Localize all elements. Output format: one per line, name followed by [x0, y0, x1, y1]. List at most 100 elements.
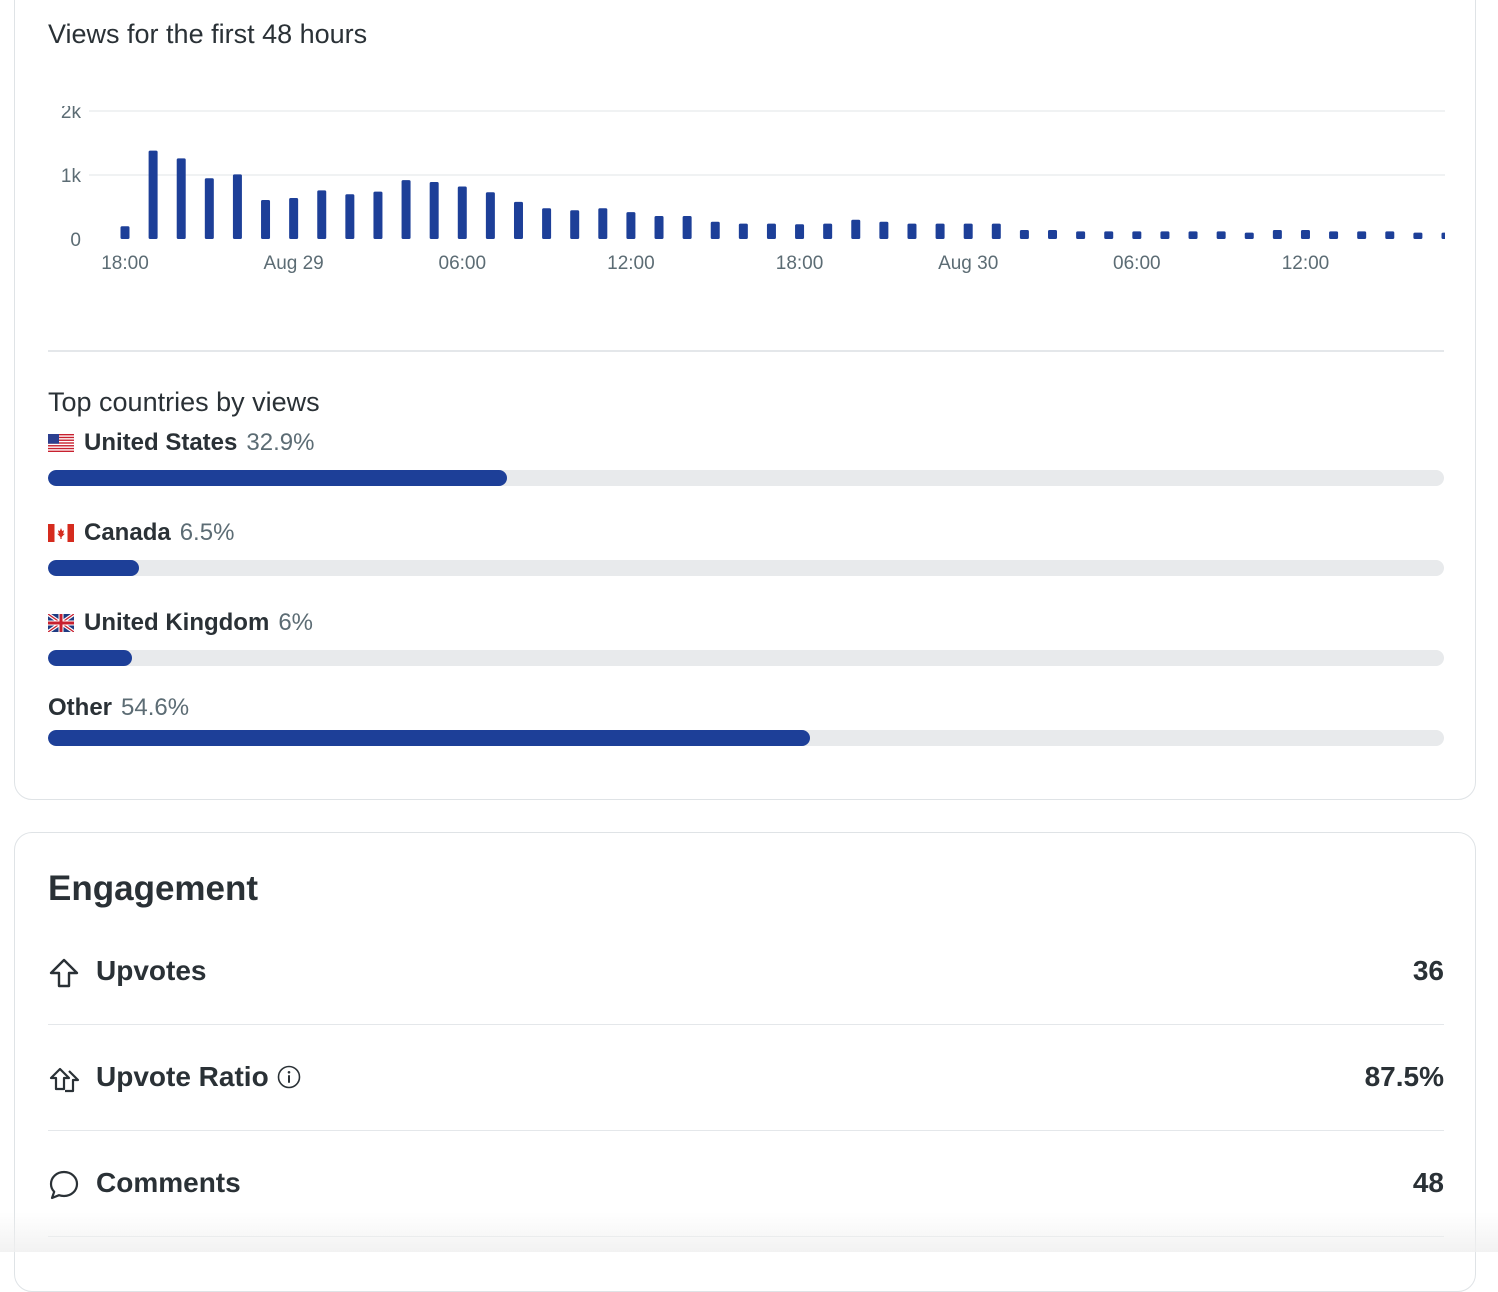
chart-bar[interactable] — [345, 194, 355, 239]
chart-bar[interactable] — [935, 223, 945, 239]
chart-bar[interactable] — [710, 221, 720, 239]
chart-bar[interactable] — [738, 223, 748, 239]
chart-bar[interactable] — [373, 191, 383, 239]
chart-bar[interactable] — [570, 210, 580, 239]
chart-bar[interactable] — [429, 182, 439, 239]
country-label: Canada 6.5% — [48, 519, 234, 547]
chart-bar[interactable] — [1272, 230, 1282, 239]
country-bar-fill — [48, 650, 132, 666]
chart-bar[interactable] — [1160, 231, 1170, 239]
chart-bar[interactable] — [1385, 231, 1395, 239]
country-row: United Kingdom 6% — [48, 609, 1444, 679]
chart-bar[interactable] — [485, 192, 495, 239]
engagement-row-upvotes: Upvotes 36 — [48, 919, 1444, 1025]
x-tick-label: 06:00 — [1113, 253, 1161, 274]
x-tick-label: 06:00 — [439, 253, 487, 274]
chart-bar[interactable] — [1441, 232, 1446, 239]
upvote-ratio-icon — [49, 1067, 80, 1093]
us-flag-icon — [48, 434, 84, 452]
gb-flag-icon — [48, 614, 84, 632]
chart-bar[interactable] — [682, 215, 692, 239]
country-percent: 54.6% — [121, 694, 190, 721]
chart-bar[interactable] — [1413, 232, 1423, 239]
y-tick-label: 0 — [70, 230, 81, 251]
chart-bar[interactable] — [542, 208, 552, 239]
country-row: Other 54.6% — [48, 694, 1444, 764]
country-name: United States — [84, 429, 238, 456]
x-tick-label: Aug 30 — [938, 253, 998, 274]
upvotes-value: 36 — [1412, 955, 1444, 986]
chart-bar[interactable] — [1216, 231, 1226, 239]
chart-bar[interactable] — [654, 215, 664, 239]
top-countries-title: Top countries by views — [48, 387, 320, 417]
chart-bar[interactable] — [204, 178, 214, 239]
upvote-ratio-label-group: Upvote Ratio — [96, 1061, 301, 1093]
country-name: United Kingdom — [84, 609, 270, 636]
chart-bar[interactable] — [1244, 232, 1254, 239]
comments-value: 48 — [1412, 1167, 1444, 1198]
chart-bar[interactable] — [1048, 230, 1058, 239]
country-bar-track — [48, 650, 1444, 666]
country-percent: 32.9% — [246, 429, 315, 456]
country-percent: 6.5% — [179, 519, 235, 546]
country-row: Canada 6.5% — [48, 519, 1444, 589]
y-tick-label: 2k — [61, 106, 82, 123]
country-name: Canada — [84, 519, 171, 546]
section-divider — [48, 350, 1444, 352]
comments-label: Comments — [96, 1167, 241, 1198]
chart-bar[interactable] — [823, 223, 833, 239]
upvote-ratio-label: Upvote Ratio — [96, 1061, 269, 1092]
country-bar-fill — [48, 730, 811, 746]
chart-bar[interactable] — [1188, 231, 1198, 239]
chart-bar[interactable] — [963, 223, 973, 239]
chart-bar[interactable] — [1357, 231, 1367, 239]
chart-bar[interactable] — [1104, 231, 1114, 239]
chart-bar[interactable] — [289, 198, 299, 239]
chart-bar[interactable] — [148, 150, 158, 239]
country-row: United States 32.9% — [48, 429, 1444, 499]
chart-bar[interactable] — [851, 219, 861, 239]
country-bar-fill — [48, 470, 508, 486]
engagement-row-upvote-ratio: Upvote Ratio 87.5% — [48, 1025, 1444, 1131]
country-name: Other — [48, 694, 113, 721]
chart-bar[interactable] — [991, 223, 1001, 239]
chart-bar[interactable] — [513, 201, 523, 239]
chart-bar[interactable] — [598, 208, 608, 239]
comment-bubble-icon — [49, 1170, 79, 1200]
row-divider — [48, 1023, 1444, 1025]
country-percent: 6% — [278, 609, 313, 636]
chart-bar[interactable] — [766, 223, 776, 239]
x-tick-label: 12:00 — [1282, 253, 1330, 274]
y-tick-label: 1k — [61, 166, 82, 187]
chart-bar[interactable] — [626, 212, 636, 239]
chart-bar[interactable] — [401, 180, 411, 239]
info-icon[interactable] — [277, 1065, 301, 1089]
views-chart-title: Views for the first 48 hours — [48, 19, 368, 49]
upvotes-label: Upvotes — [96, 955, 207, 986]
chart-bar[interactable] — [879, 221, 889, 239]
x-tick-label: 18:00 — [776, 253, 824, 274]
chart-bar[interactable] — [232, 174, 242, 239]
chart-bar[interactable] — [457, 186, 467, 239]
engagement-row-comments: Comments 48 — [48, 1131, 1444, 1237]
x-tick-label: 18:00 — [101, 253, 149, 274]
row-divider — [48, 1235, 1444, 1237]
chart-bar[interactable] — [1132, 231, 1142, 239]
upvote-arrow-icon — [49, 958, 79, 988]
chart-bar[interactable] — [261, 199, 271, 239]
chart-bar[interactable] — [120, 226, 130, 239]
upvote-ratio-value: 87.5% — [1364, 1061, 1444, 1092]
country-label: Other 54.6% — [48, 694, 189, 722]
country-bar-track — [48, 730, 1444, 746]
row-divider — [48, 1129, 1444, 1131]
chart-bar[interactable] — [176, 158, 186, 239]
views-card: Views for the first 48 hours 0 1k 2k 18:00 A… — [14, 0, 1476, 800]
chart-bar[interactable] — [1329, 231, 1339, 239]
x-tick-label: Aug 29 — [264, 253, 324, 274]
chart-bar[interactable] — [1019, 230, 1029, 239]
chart-bar[interactable] — [1076, 231, 1086, 239]
chart-bar[interactable] — [317, 190, 327, 239]
chart-bar[interactable] — [1300, 230, 1310, 239]
chart-bar[interactable] — [795, 224, 805, 239]
chart-bar[interactable] — [907, 223, 917, 239]
